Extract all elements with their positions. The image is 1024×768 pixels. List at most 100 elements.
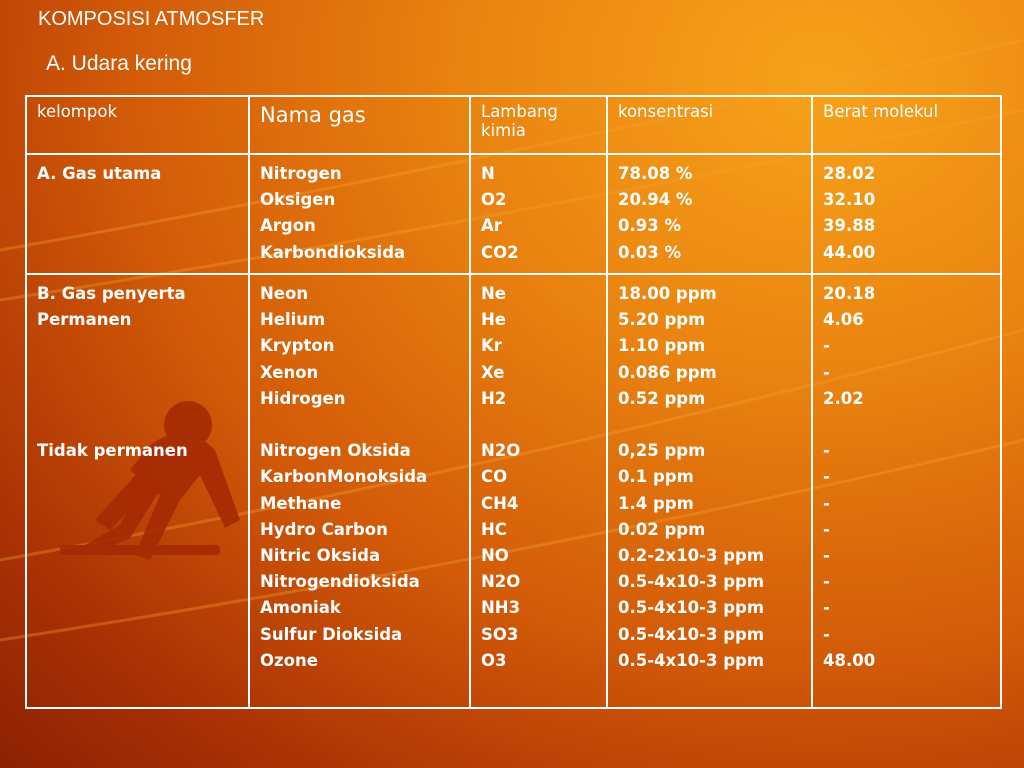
cell-line: 32.10: [823, 190, 876, 210]
cell-line: [37, 360, 238, 386]
cell-line: [37, 412, 238, 438]
cell-line: -: [823, 441, 830, 461]
cell-line: He: [481, 310, 506, 330]
header-kelompok: kelompok: [25, 95, 250, 155]
cell-line: [823, 412, 990, 438]
cell-line: A. Gas utama: [37, 164, 162, 183]
cell-line: NH3: [481, 598, 521, 618]
cell-line: Karbondioksida: [260, 242, 406, 262]
cell-line: [37, 333, 238, 359]
cell-line: Tidak permanen: [37, 441, 188, 461]
cell-line: HC: [481, 519, 507, 539]
cell-line: Ozone: [260, 650, 318, 670]
cell-line: 0.5-4x10-3 ppm: [618, 650, 765, 670]
cell-nama-gas: Neon Helium Krypton Xenon Hidrogen Nitrogen O…: [248, 273, 471, 709]
cell-lambang-kimia: N O2 Ar CO2: [469, 153, 608, 275]
cell-line: 2.02: [823, 388, 864, 408]
cell-line: NO: [481, 546, 509, 566]
cell-line: 20.18: [823, 284, 876, 303]
cell-line: CO: [481, 467, 508, 487]
cell-line: -: [823, 546, 830, 566]
cell-line: 48.00: [823, 650, 876, 670]
cell-line: -: [823, 467, 830, 487]
cell-line: 0.1 ppm: [618, 467, 694, 487]
cell-line: [481, 412, 596, 438]
cell-line: 18.00 ppm: [618, 284, 717, 303]
cell-line: 20.94 %: [618, 190, 693, 210]
cell-line: 78.08 %: [618, 164, 693, 183]
cell-line: CH4: [481, 493, 519, 513]
cell-line: Helium: [260, 310, 326, 330]
cell-line: -: [823, 572, 830, 592]
table-row: B. Gas penyerta Permanen Tidak permanen Ne…: [25, 273, 1002, 709]
cell-line: Argon: [260, 216, 316, 236]
cell-line: 4.06: [823, 310, 864, 330]
cell-line: O2: [481, 190, 507, 210]
cell-line: O3: [481, 650, 507, 670]
cell-line: 0.52 ppm: [618, 388, 706, 408]
cell-line: -: [823, 336, 830, 356]
cell-line: Xenon: [260, 362, 319, 382]
cell-nama-gas: Nitrogen Oksigen Argon Karbondioksida: [248, 153, 471, 275]
header-lambang-kimia: Lambang kimia: [469, 95, 608, 155]
cell-line: Oksigen: [260, 190, 336, 210]
cell-line: N2O: [481, 441, 521, 461]
gas-composition-table: kelompok Nama gas Lambang kimia konsentr…: [25, 95, 1002, 709]
cell-line: 0.93 %: [618, 216, 681, 236]
cell-konsentrasi: 78.08 % 20.94 % 0.93 % 0.03 %: [606, 153, 813, 275]
cell-line: 1.4 ppm: [618, 493, 694, 513]
header-nama-gas: Nama gas: [248, 95, 471, 155]
cell-line: 1.10 ppm: [618, 336, 706, 356]
header-berat-molekul: Berat molekul: [811, 95, 1002, 155]
cell-line: Ne: [481, 284, 506, 303]
cell-line: Hydro Carbon: [260, 519, 388, 539]
cell-line: Krypton: [260, 336, 335, 356]
cell-line: [37, 386, 238, 412]
slide-subtitle: A. Udara kering: [46, 52, 192, 75]
cell-line: H2: [481, 388, 507, 408]
cell-line: Nitrogen: [260, 164, 342, 183]
cell-lambang-kimia: Ne He Kr Xe H2 N2O CO CH4 HC NO N2O NH3 SO3 O3: [469, 273, 608, 709]
cell-line: 44.00: [823, 242, 876, 262]
cell-line: 39.88: [823, 216, 876, 236]
cell-line: Hidrogen: [260, 388, 346, 408]
cell-line: 0.086 ppm: [618, 362, 717, 382]
cell-berat-molekul: 28.02 32.10 39.88 44.00: [811, 153, 1002, 275]
cell-line: SO3: [481, 624, 519, 644]
cell-line: 5.20 ppm: [618, 310, 706, 330]
cell-line: -: [823, 493, 830, 513]
cell-line: Nitrogendioksida: [260, 572, 420, 592]
cell-line: KarbonMonoksida: [260, 467, 428, 487]
cell-line: -: [823, 362, 830, 382]
cell-line: -: [823, 624, 830, 644]
table-header-row: kelompok Nama gas Lambang kimia konsentr…: [25, 95, 1002, 155]
cell-line: Neon: [260, 284, 309, 303]
cell-line: CO2: [481, 242, 519, 262]
cell-line: Ar: [481, 216, 502, 236]
cell-line: Kr: [481, 336, 502, 356]
cell-line: Sulfur Dioksida: [260, 624, 403, 644]
cell-line: Nitrogen Oksida: [260, 441, 411, 461]
cell-line: B. Gas penyerta: [37, 284, 186, 303]
cell-line: Nitric Oksida: [260, 546, 381, 566]
cell-line: 0.5-4x10-3 ppm: [618, 572, 765, 592]
cell-line: 0.02 ppm: [618, 519, 706, 539]
table-row: A. Gas utama Nitrogen Oksigen Argon Karbond…: [25, 153, 1002, 275]
cell-line: [260, 412, 459, 438]
cell-line: Xe: [481, 362, 505, 382]
header-konsentrasi: konsentrasi: [606, 95, 813, 155]
cell-line: 0.03 %: [618, 242, 681, 262]
cell-line: N: [481, 164, 495, 183]
cell-line: 28.02: [823, 164, 876, 183]
cell-konsentrasi: 18.00 ppm 5.20 ppm 1.10 ppm 0.086 ppm 0.52 p…: [606, 273, 813, 709]
cell-line: -: [823, 519, 830, 539]
cell-line: Permanen: [37, 310, 132, 330]
cell-line: Methane: [260, 493, 342, 513]
cell-kelompok: A. Gas utama: [25, 153, 250, 275]
cell-line: Amoniak: [260, 598, 341, 618]
cell-line: -: [823, 598, 830, 618]
cell-line: N2O: [481, 572, 521, 592]
cell-line: 0,25 ppm: [618, 441, 706, 461]
cell-line: 0.5-4x10-3 ppm: [618, 624, 765, 644]
slide-title: KOMPOSISI ATMOSFER: [38, 8, 265, 30]
